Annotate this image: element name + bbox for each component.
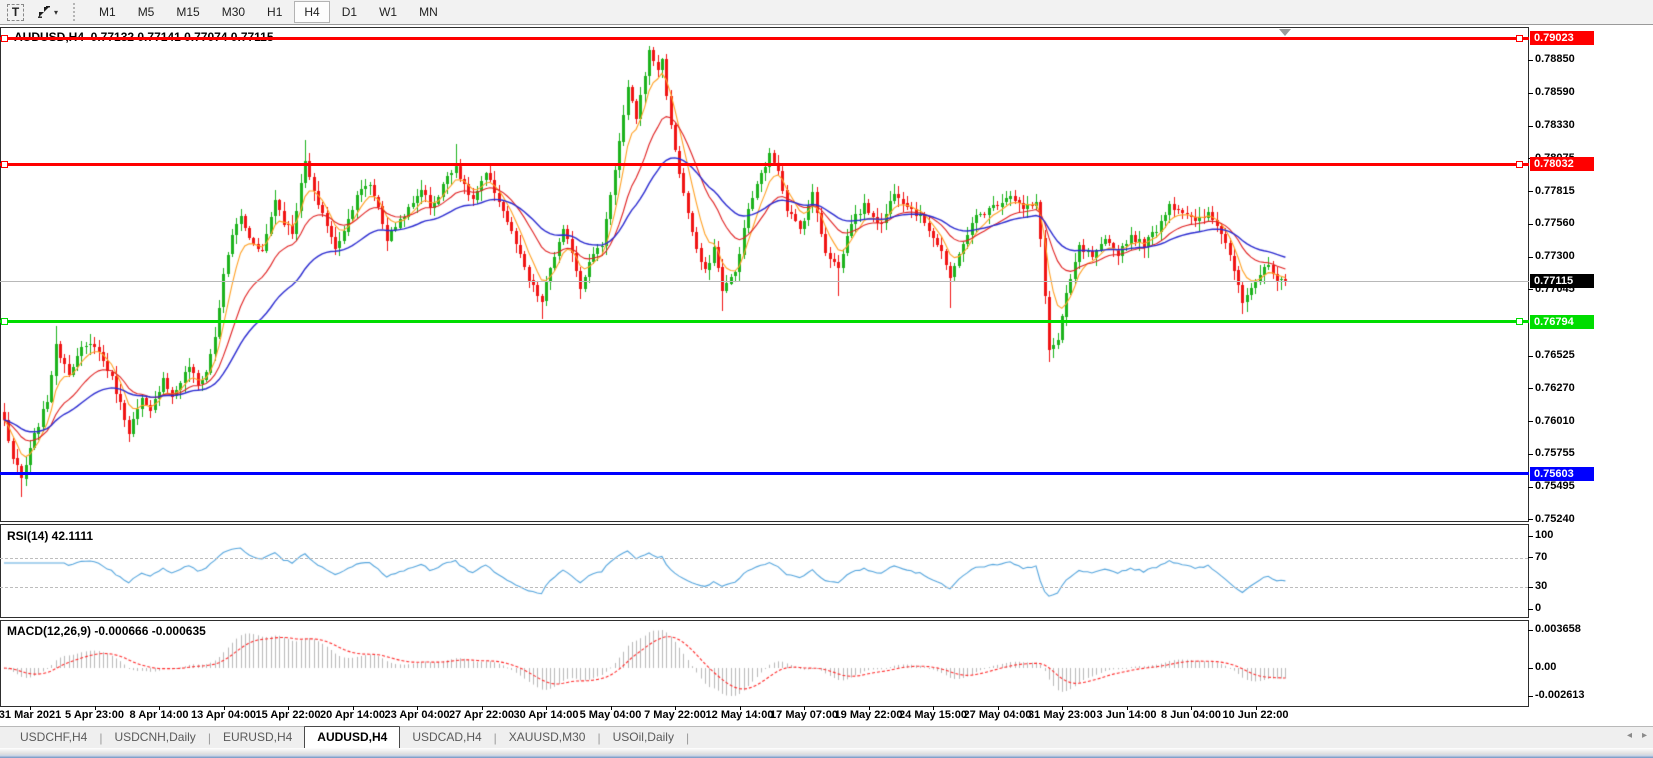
tab-divider: | xyxy=(207,730,211,745)
chart-tab-bar: USDCHF,H4 | USDCNH,Daily | EURUSD,H4 AUDUSD,H… xyxy=(0,725,1653,750)
chart-tabs: USDCHF,H4 | USDCNH,Daily | EURUSD,H4 AUDUSD,H… xyxy=(0,725,690,750)
chart-tab-xauusd-m30[interactable]: XAUUSD,M30 xyxy=(508,729,586,744)
line-handle[interactable] xyxy=(1516,160,1523,168)
tab-scroll-controls: ◂ ▸ xyxy=(1627,730,1647,741)
tab-divider: | xyxy=(597,730,601,745)
timeframe-button-h4[interactable]: H4 xyxy=(294,1,330,23)
line-handle[interactable] xyxy=(1,160,8,168)
timeframe-button-m1[interactable]: M1 xyxy=(89,1,126,23)
timeframe-button-m15[interactable]: M15 xyxy=(166,1,209,23)
line-handle[interactable] xyxy=(1516,34,1523,42)
line-handle[interactable] xyxy=(1,318,8,326)
chart-tab-eurusd-h4[interactable]: EURUSD,H4 xyxy=(222,729,293,744)
tab-divider: | xyxy=(99,730,103,745)
line-handle[interactable] xyxy=(1,34,8,42)
macd-indicator-label: MACD(12,26,9) -0.000666 -0.000635 xyxy=(7,624,206,638)
tab-scroll-left-icon[interactable]: ◂ xyxy=(1626,730,1632,741)
chart-tab-audusd-h4[interactable]: AUDUSD,H4 xyxy=(304,725,401,750)
price-chart-canvas[interactable] xyxy=(0,25,1528,706)
toolbar-separator xyxy=(73,3,81,21)
tab-scroll-right-icon[interactable]: ▸ xyxy=(1641,730,1647,741)
status-bar xyxy=(0,748,1653,758)
timeframe-button-m5[interactable]: M5 xyxy=(128,1,165,23)
arrows-icon xyxy=(38,6,50,18)
chart-tab-usoil-daily[interactable]: USOil,Daily xyxy=(612,729,674,744)
horizontal-line[interactable] xyxy=(0,36,1529,40)
chart-tab-usdcnh-daily[interactable]: USDCNH,Daily xyxy=(114,729,196,744)
timeframe-button-mn[interactable]: MN xyxy=(409,1,448,23)
horizontal-line[interactable] xyxy=(0,472,1529,476)
timeframe-button-m30[interactable]: M30 xyxy=(212,1,255,23)
timeframe-button-d1[interactable]: D1 xyxy=(332,1,367,23)
chart-tab-usdchf-h4[interactable]: USDCHF,H4 xyxy=(20,729,88,744)
dropdown-caret-icon: ▾ xyxy=(54,7,59,17)
rsi-indicator-label: RSI(14) 42.1111 xyxy=(7,529,94,543)
toolbar: T ▾ M1 M5 M15 M30 H1 H4 D1 W1 MN xyxy=(0,0,1653,25)
line-handle[interactable] xyxy=(1516,318,1523,326)
text-tool-icon: T xyxy=(7,3,24,21)
tab-divider: | xyxy=(493,730,497,745)
tab-divider: | xyxy=(685,730,690,745)
timeframe-button-h1[interactable]: H1 xyxy=(257,1,292,23)
horizontal-line[interactable] xyxy=(0,162,1529,166)
timeframe-toolbar: M1 M5 M15 M30 H1 H4 D1 W1 MN xyxy=(89,1,448,23)
timeframe-button-w1[interactable]: W1 xyxy=(369,1,407,23)
text-tool-button[interactable]: T xyxy=(2,2,29,23)
chart-tab-usdcad-h4[interactable]: USDCAD,H4 xyxy=(412,729,482,744)
horizontal-line[interactable] xyxy=(0,320,1529,324)
arrow-tool-button[interactable]: ▾ xyxy=(31,2,63,23)
